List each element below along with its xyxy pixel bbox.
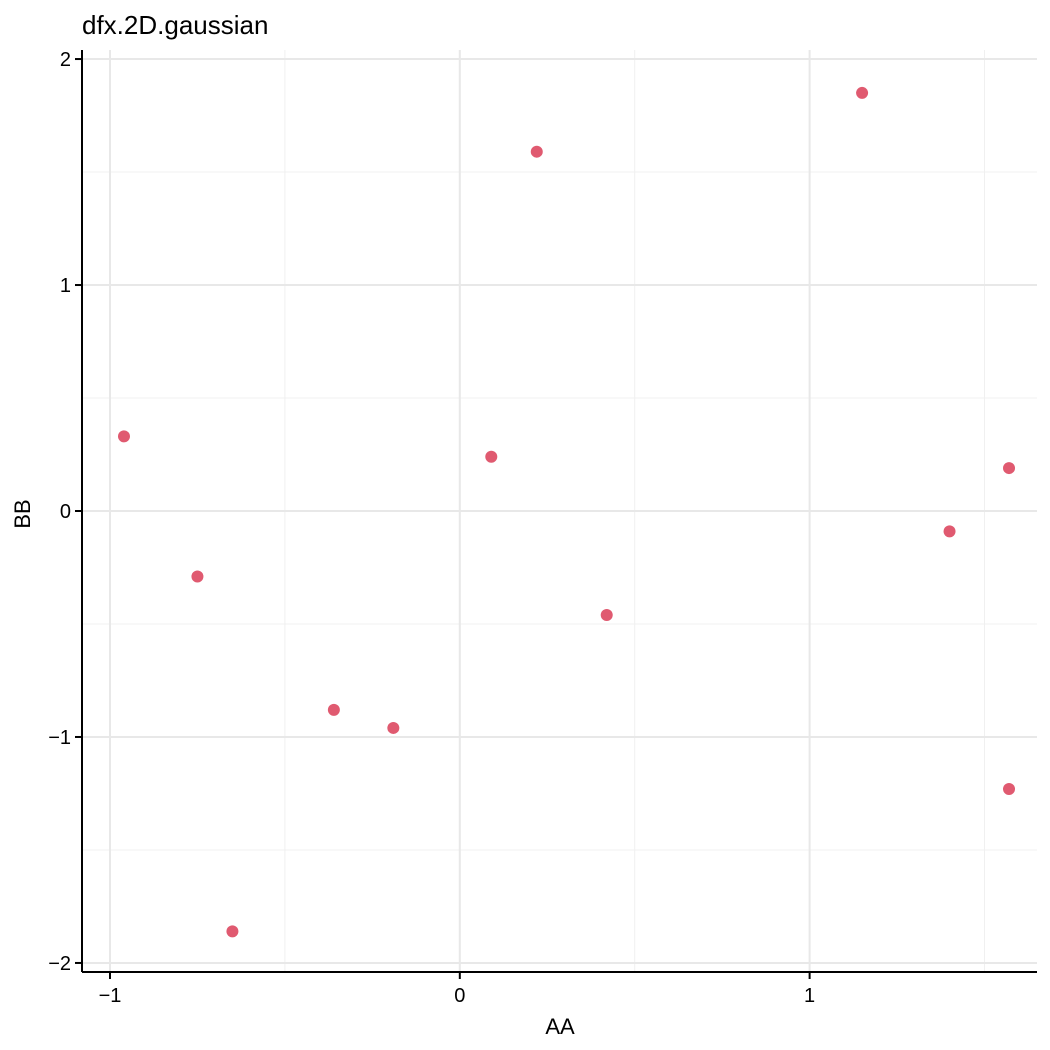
- data-point: [191, 570, 204, 583]
- data-point: [943, 525, 956, 538]
- x-axis-title: AA: [545, 1014, 575, 1039]
- data-point: [530, 145, 543, 158]
- y-tick-label: 0: [60, 501, 71, 523]
- data-point: [117, 430, 130, 443]
- data-point: [226, 925, 239, 938]
- data-point: [856, 86, 869, 99]
- ticks: −1 0 1 −2 −1 0 1 2: [48, 49, 815, 1007]
- data-point: [387, 721, 400, 734]
- points: [117, 86, 1016, 938]
- chart-title: dfx.2D.gaussian: [82, 10, 268, 40]
- data-point: [327, 703, 340, 716]
- grid-major: [82, 50, 1037, 972]
- x-tick-label: 1: [804, 985, 815, 1007]
- y-tick-label: −1: [48, 727, 71, 749]
- y-tick-label: 2: [60, 49, 71, 71]
- y-axis-title: BB: [10, 499, 35, 528]
- x-tick-label: −1: [99, 985, 122, 1007]
- data-point: [485, 450, 498, 463]
- y-tick-label: 1: [60, 275, 71, 297]
- y-tick-label: −2: [48, 953, 71, 975]
- data-point: [1003, 782, 1016, 795]
- data-point: [1003, 462, 1016, 475]
- data-point: [600, 608, 613, 621]
- x-tick-label: 0: [454, 985, 465, 1007]
